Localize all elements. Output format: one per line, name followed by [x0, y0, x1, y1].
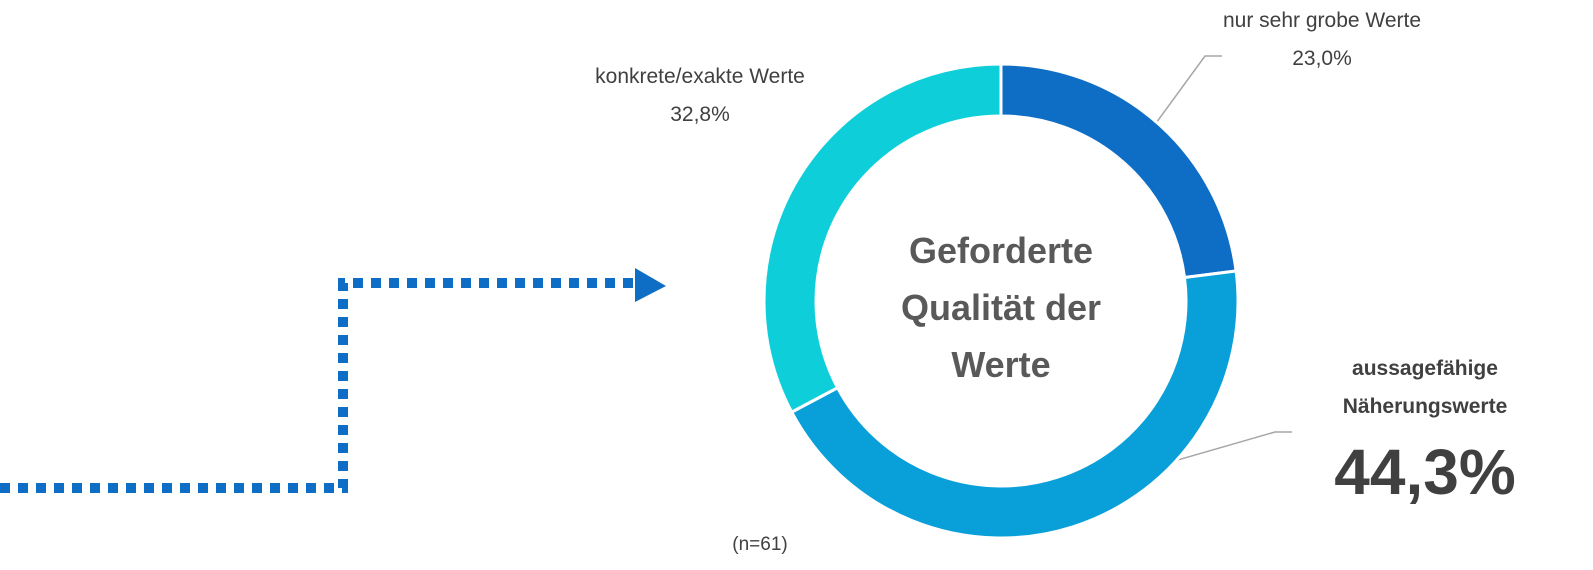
- value-label: 44,3%: [1334, 436, 1516, 508]
- value-label: 32,8%: [670, 103, 730, 126]
- flow-arrow: [0, 278, 635, 493]
- arrow-head: [635, 268, 666, 302]
- slice-label: nur sehr grobe Werte 23,0%: [1222, 2, 1422, 78]
- category-label: konkrete/exakte Werte: [595, 65, 805, 88]
- slice-label: aussagefähige Näherungswerte 44,3%: [1310, 350, 1540, 512]
- category-label: aussagefähige Näherungswerte: [1342, 357, 1508, 418]
- leader-line: [1139, 55, 1222, 146]
- slice-label: konkrete/exakte Werte 32,8%: [590, 58, 810, 134]
- value-label: 23,0%: [1292, 47, 1352, 70]
- donut-slice: [789, 269, 1240, 540]
- donut-slice: [762, 62, 1003, 415]
- center-title: Geforderte Qualität der Werte: [900, 230, 1102, 385]
- category-label: nur sehr grobe Werte: [1222, 9, 1422, 32]
- note: (n=61): [732, 534, 788, 555]
